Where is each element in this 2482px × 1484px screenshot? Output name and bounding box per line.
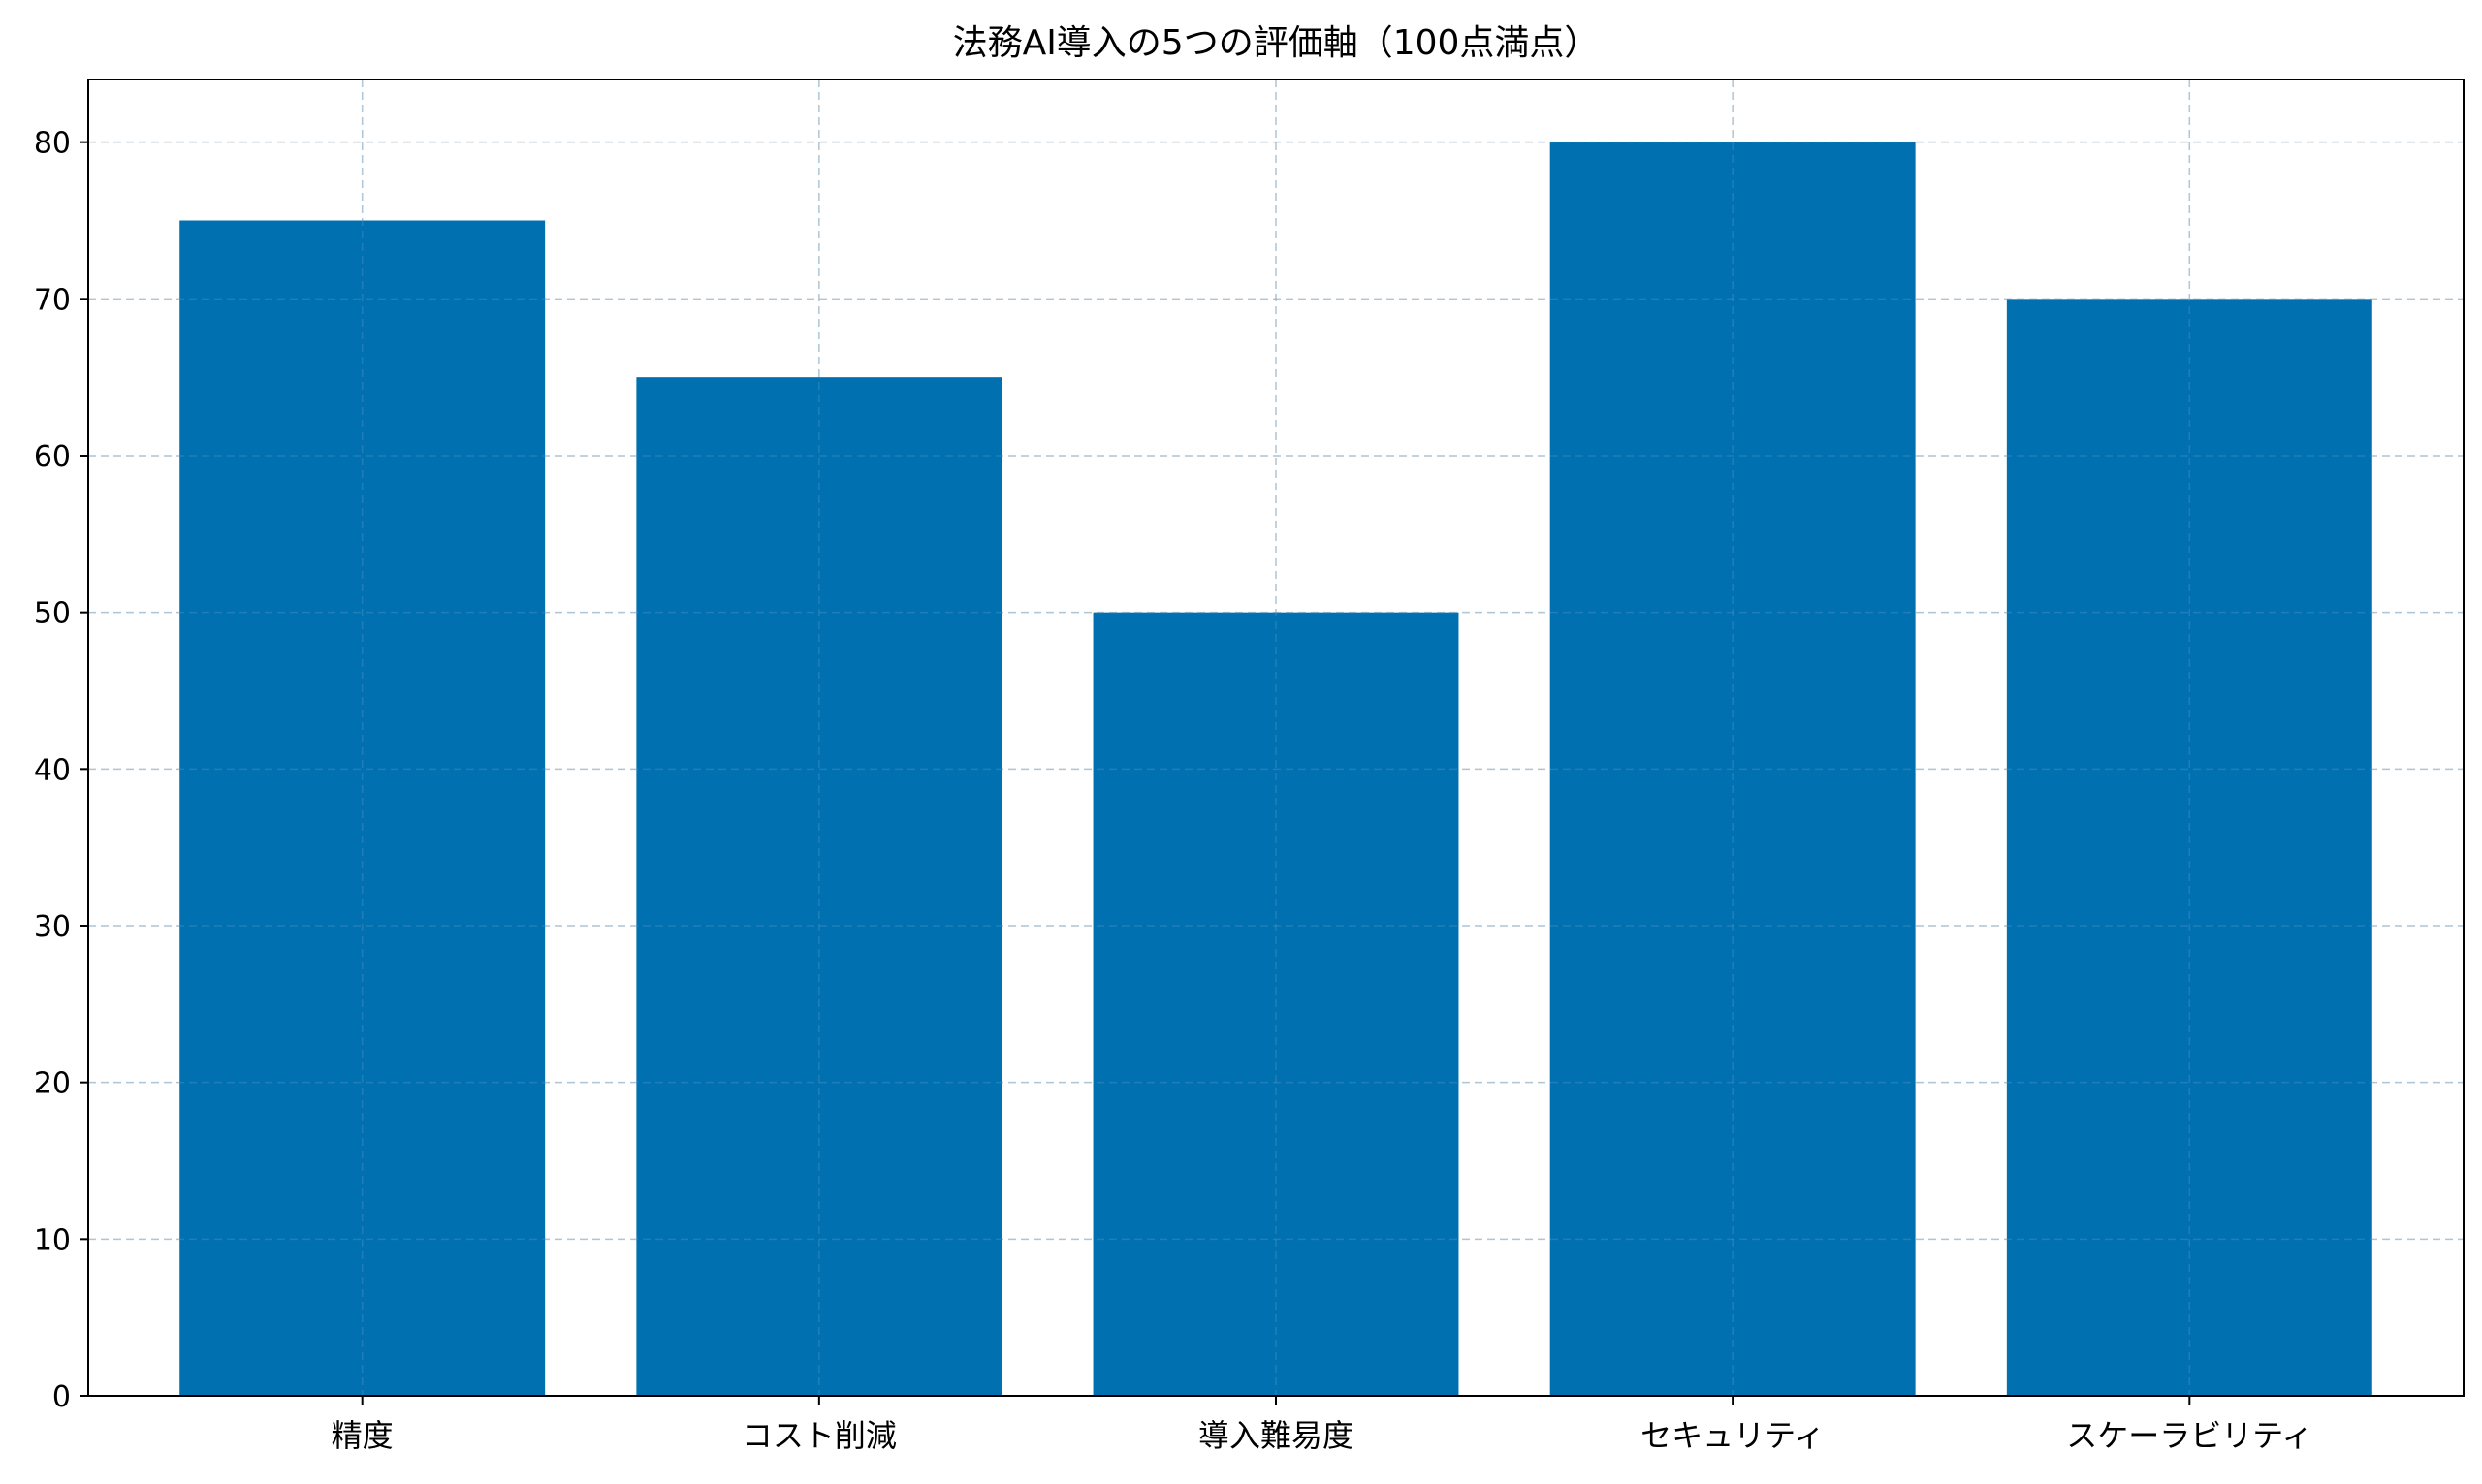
- y-tick-label: 70: [34, 283, 71, 317]
- bar: [2006, 299, 2372, 1396]
- y-tick-label: 50: [34, 597, 71, 631]
- x-tick-label: コスト削減: [742, 1417, 897, 1454]
- chart-title: 法務AI導入の5つの評価軸（100点満点）: [953, 23, 1600, 63]
- x-tick-label: スケーラビリティ: [2066, 1417, 2312, 1454]
- x-tick-label: 導入難易度: [1198, 1417, 1353, 1454]
- bar: [179, 220, 546, 1396]
- y-axis: 0 10 20 30 40 50 60 70 80: [34, 127, 88, 1414]
- y-tick-label: 60: [34, 440, 71, 474]
- y-tick-label: 0: [52, 1380, 71, 1414]
- x-tick-label: セキュリティ: [1640, 1417, 1825, 1454]
- x-axis: 精度 コスト削減 導入難易度 セキュリティ スケーラビリティ: [332, 1396, 2312, 1454]
- x-tick-label: 精度: [332, 1417, 394, 1454]
- bar: [1549, 142, 1916, 1397]
- y-tick-label: 40: [34, 753, 71, 787]
- bar: [636, 377, 1002, 1397]
- bars-layer: [88, 79, 2464, 1397]
- y-tick-label: 80: [34, 127, 71, 161]
- bar: [1093, 612, 1459, 1396]
- y-tick-label: 10: [34, 1223, 71, 1257]
- y-tick-label: 30: [34, 910, 71, 944]
- y-tick-label: 20: [34, 1067, 71, 1101]
